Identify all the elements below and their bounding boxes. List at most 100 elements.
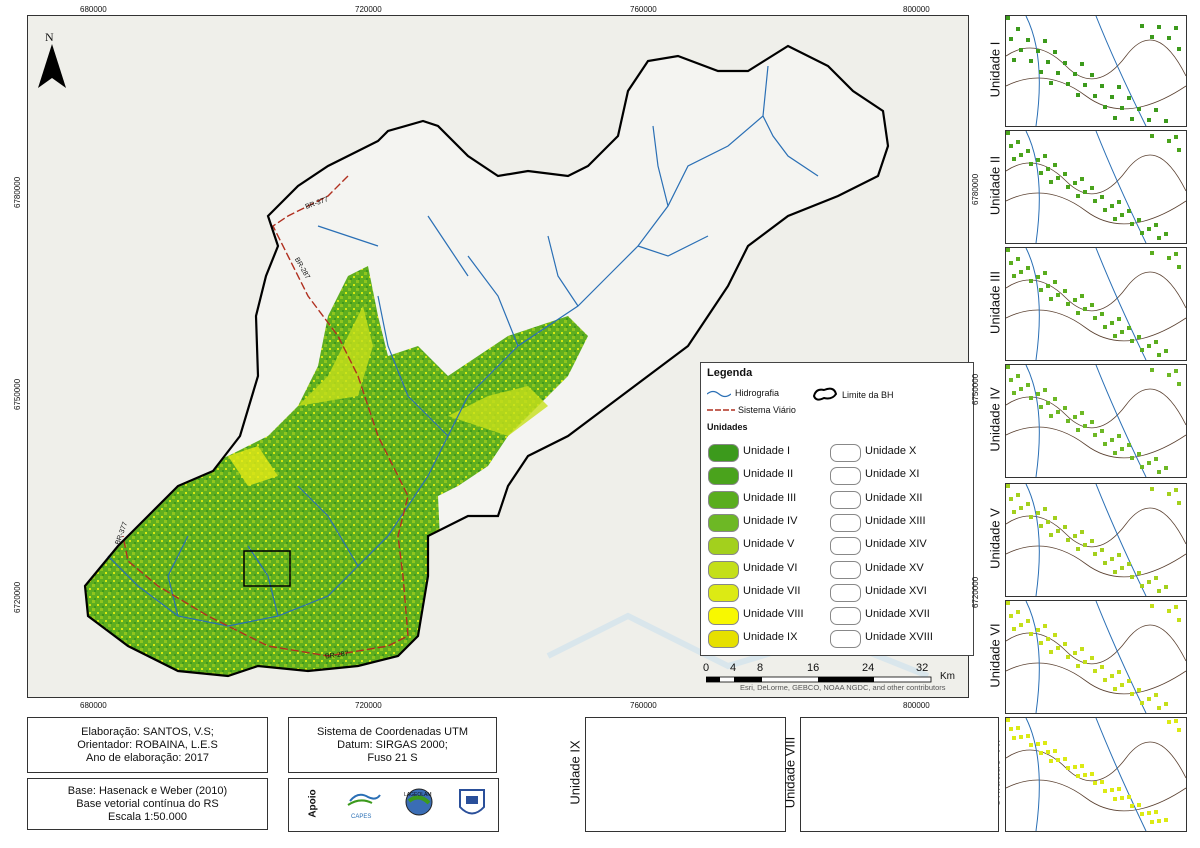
- legend-unit-label-2: Unidade II: [743, 468, 794, 481]
- legend-unit-label-11: Unidade XI: [865, 468, 920, 481]
- x-tick-top-4: 800000: [903, 5, 930, 14]
- legend-unit-label-14: Unidade XIV: [865, 538, 927, 551]
- legend-swatch-9: [708, 630, 739, 649]
- inset-contour-map: [1006, 484, 1186, 596]
- legend-swatch-12: [830, 490, 861, 509]
- base-line-1: Base: Hasenack e Weber (2010): [67, 785, 228, 797]
- lageolam-logo-icon: [405, 788, 433, 816]
- inset-label-unidade-4: Unidade IV: [987, 387, 1003, 452]
- legend-unit-label-3: Unidade III: [743, 491, 797, 504]
- inset-label-unidade-viii: Unidade VIII: [782, 736, 798, 809]
- inset-label-unidade-5: Unidade V: [987, 508, 1003, 569]
- legend-swatch-5: [708, 537, 739, 556]
- basin-map: [28, 16, 966, 695]
- basin-limit-icon: [812, 387, 838, 401]
- hidrografia-icon: [707, 390, 731, 398]
- scale-label-8: 8: [757, 662, 764, 674]
- north-label: N: [45, 30, 54, 44]
- capes-logo-icon: [347, 793, 381, 806]
- legend-unit-label-10: Unidade X: [865, 445, 917, 457]
- inset-tick-3: 6720000: [971, 576, 980, 608]
- inset-unidade-7: [1005, 717, 1187, 832]
- legend-swatch-14: [830, 537, 861, 556]
- coords-line-1: Sistema de Coordenadas UTM: [316, 726, 468, 738]
- base-line-3: Escala 1:50.000: [108, 811, 187, 823]
- legend-unit-label-16: Unidade XVI: [865, 584, 927, 597]
- legend-swatch-6: [708, 560, 739, 579]
- legend-unit-label-15: Unidade XV: [865, 561, 924, 574]
- legend-swatch-10: [830, 444, 861, 462]
- units-cover: [85, 266, 588, 676]
- scale-label-24: 24: [862, 662, 875, 674]
- inset-contour-map: [1006, 365, 1186, 477]
- x-tick-bottom-1: 680000: [80, 701, 107, 710]
- road-north: [122, 175, 409, 657]
- inset-unidade-5: [1005, 483, 1187, 597]
- inset-contour-map: [1006, 248, 1186, 360]
- inset-unidade-6: [1005, 600, 1187, 714]
- attribution: Esri, DeLorme, GEBCO, NOAA NGDC, and oth…: [740, 683, 946, 692]
- legend-swatch-16: [830, 583, 861, 602]
- x-tick-bottom-2: 720000: [355, 701, 382, 710]
- y-tick-left-3: 6720000: [13, 581, 22, 613]
- legend-unit-label-6: Unidade VI: [743, 561, 798, 574]
- legend-swatch-4: [708, 513, 739, 532]
- legend-unit-label-9: Unidade IX: [743, 631, 798, 644]
- legend-swatch-17: [830, 607, 861, 626]
- base-line-2: Base vetorial contínua do RS: [76, 798, 219, 810]
- legend-swatch-15: [830, 560, 861, 579]
- legend-unit-label-12: Unidade XII: [865, 491, 923, 504]
- legend-swatch-1: [708, 444, 739, 462]
- inset-contour-map: [1006, 718, 1186, 831]
- inset-contour-map: [1006, 16, 1186, 126]
- inset-unidade-ix: [585, 717, 786, 832]
- ufsm-logo-icon: [459, 789, 485, 815]
- y-tick-left-1: 6780000: [13, 176, 22, 208]
- legend-swatch-8: [708, 607, 739, 626]
- base-box: Base: Hasenack e Weber (2010) Base vetor…: [27, 778, 268, 830]
- credits-line-3: Ano de elaboração: 2017: [86, 752, 209, 764]
- inset-label-unidade-2: Unidade II: [987, 155, 1003, 216]
- inset-label-unidade-1: Unidade I: [987, 41, 1003, 98]
- x-tick-top-1: 680000: [80, 5, 107, 14]
- inset-unidade-4: [1005, 364, 1187, 478]
- apoio-box: Apoio CAPES LAGEOLAM: [288, 778, 499, 832]
- x-tick-bottom-3: 760000: [630, 701, 657, 710]
- lageolam-logo-text: LAGEOLAM: [404, 792, 432, 798]
- scale-label-4: 4: [730, 662, 737, 674]
- inset-label-unidade-3: Unidade III: [987, 271, 1003, 334]
- legend-unit-label-4: Unidade IV: [743, 514, 798, 527]
- legend-unit-label-17: Unidade XVII: [865, 608, 930, 621]
- study-area-box: [243, 550, 291, 587]
- legend-hidrografia: Hidrografia: [735, 388, 780, 398]
- inset-unidade-viii: [800, 717, 999, 832]
- capes-logo-text: CAPES: [351, 814, 372, 820]
- inset-tick-2: 6750000: [971, 373, 980, 405]
- x-tick-bottom-4: 800000: [903, 701, 930, 710]
- legend-swatch-18: [830, 630, 861, 649]
- legend-unit-label-7: Unidade VII: [743, 584, 801, 597]
- y-tick-left-2: 6750000: [13, 378, 22, 410]
- inset-label-unidade-6: Unidade VI: [987, 623, 1003, 688]
- inset-tick-1: 6780000: [971, 173, 980, 205]
- coords-line-3: Fuso 21 S: [367, 752, 418, 764]
- road-icon: [707, 409, 735, 411]
- scale-label-16: 16: [807, 662, 820, 674]
- inset-label-unidade-ix: Unidade IX: [567, 740, 583, 805]
- legend-swatch-3: [708, 490, 739, 509]
- credits-box: Elaboração: SANTOS, V.S; Orientador: ROB…: [27, 717, 268, 773]
- scale-label-32: 32: [916, 662, 929, 674]
- inset-unidade-1: [1005, 15, 1187, 127]
- legend-swatch-13: [830, 513, 861, 532]
- scale-unit: Km: [940, 671, 955, 682]
- legend-title: Legenda: [707, 367, 753, 379]
- coords-line-2: Datum: SIRGAS 2000;: [337, 739, 448, 751]
- legend-unit-label-1: Unidade I: [743, 445, 791, 457]
- inset-unidade-3: [1005, 247, 1187, 361]
- credits-line-2: Orientador: ROBAINA, L.E.S: [77, 739, 218, 751]
- legend-swatch-2: [708, 467, 739, 486]
- legend-unit-label-18: Unidade XVIII: [865, 631, 933, 644]
- x-tick-top-3: 760000: [630, 5, 657, 14]
- inset-contour-map: [1006, 131, 1186, 243]
- scale-bar: [706, 676, 932, 683]
